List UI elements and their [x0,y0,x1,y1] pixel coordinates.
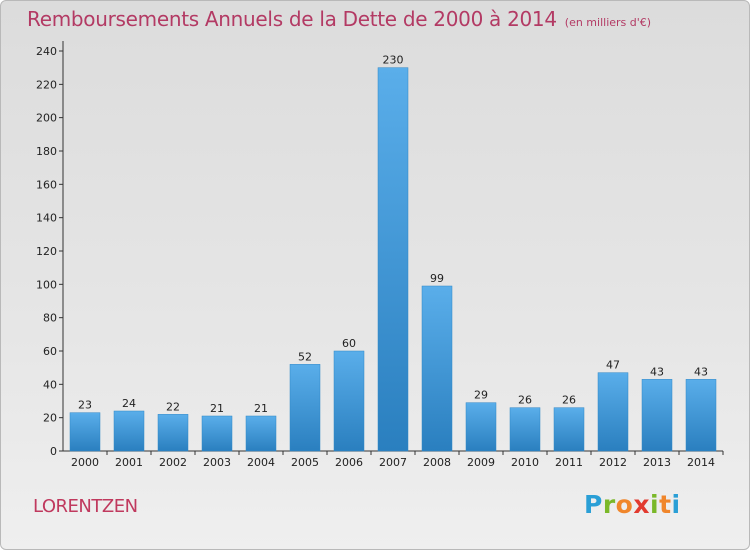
value-label-2006: 60 [342,337,356,350]
logo-letter: o [615,490,634,519]
y-tick-label: 240 [36,45,57,58]
value-label-2004: 21 [254,402,268,415]
x-tick-label: 2013 [643,456,671,469]
value-label-2002: 22 [166,400,180,413]
value-label-2003: 21 [210,402,224,415]
value-label-2005: 52 [298,350,312,363]
bar-2010 [509,407,541,452]
y-tick-label: 140 [36,212,57,225]
logo-letter: i [650,490,660,519]
bar-2004 [245,415,277,452]
y-tick-label: 40 [43,378,57,391]
bars [69,67,717,452]
y-tick-label: 200 [36,112,57,125]
chart-title: Remboursements Annuels de la Dette de 20… [27,7,651,31]
x-tick-label: 2001 [115,456,143,469]
value-label-2011: 26 [562,394,576,407]
bar-2014 [685,379,717,452]
proxiti-logo: Proxiti [584,490,681,519]
chart-unit-note: (en milliers d'€) [564,16,652,29]
y-tick-label: 20 [43,412,57,425]
x-tick-label: 2006 [335,456,363,469]
bar-2000 [69,412,101,452]
bar-2012 [597,372,629,452]
bar-2003 [201,415,233,452]
value-label-2000: 23 [78,399,92,412]
x-tick-label: 2000 [71,456,99,469]
x-tick-label: 2004 [247,456,275,469]
value-label-2013: 43 [650,365,664,378]
y-tick-label: 220 [36,78,57,91]
value-label-2008: 99 [430,272,444,285]
logo-letter: x [633,490,650,519]
x-tick-label: 2003 [203,456,231,469]
value-label-2010: 26 [518,394,532,407]
y-tick-label: 80 [43,312,57,325]
bar-2006 [333,350,365,452]
logo-letter: i [671,490,681,519]
logo-letter: r [602,490,616,519]
y-tick-label: 60 [43,345,57,358]
bar-2007 [377,67,409,452]
chart-title-text: Remboursements Annuels de la Dette de 20… [27,7,557,31]
bar-2013 [641,379,673,452]
value-label-2007: 230 [383,54,404,67]
x-tick-label: 2010 [511,456,539,469]
x-tick-label: 2009 [467,456,495,469]
bar-2009 [465,402,497,452]
value-label-2012: 47 [606,359,620,372]
y-tick-label: 180 [36,145,57,158]
logo-letter: P [584,490,603,519]
x-tick-label: 2011 [555,456,583,469]
bar-2011 [553,407,585,452]
x-tick-label: 2007 [379,456,407,469]
x-tick-label: 2002 [159,456,187,469]
x-tick-label: 2014 [687,456,715,469]
y-tick-label: 120 [36,245,57,258]
bar-2001 [113,410,145,452]
bar-2008 [421,285,453,452]
y-tick-label: 100 [36,278,57,291]
x-tick-label: 2012 [599,456,627,469]
y-tick-label: 160 [36,178,57,191]
logo-letter: t [659,490,672,519]
value-labels: 23 24 22 21 21 52 60 230 99 29 26 26 47 43 43 [78,54,708,415]
value-label-2014: 43 [694,365,708,378]
x-tick-label: 2005 [291,456,319,469]
bar-2002 [157,414,189,452]
x-tick-label: 2008 [423,456,451,469]
commune-name: LORENTZEN [33,496,138,517]
axes: 0 20 40 60 80 100 120 140 160 180 200 220 240 2000 200… [36,41,724,469]
y-tick-label: 0 [50,445,57,458]
bar-2005 [289,364,321,452]
value-label-2009: 29 [474,389,488,402]
value-label-2001: 24 [122,397,136,410]
